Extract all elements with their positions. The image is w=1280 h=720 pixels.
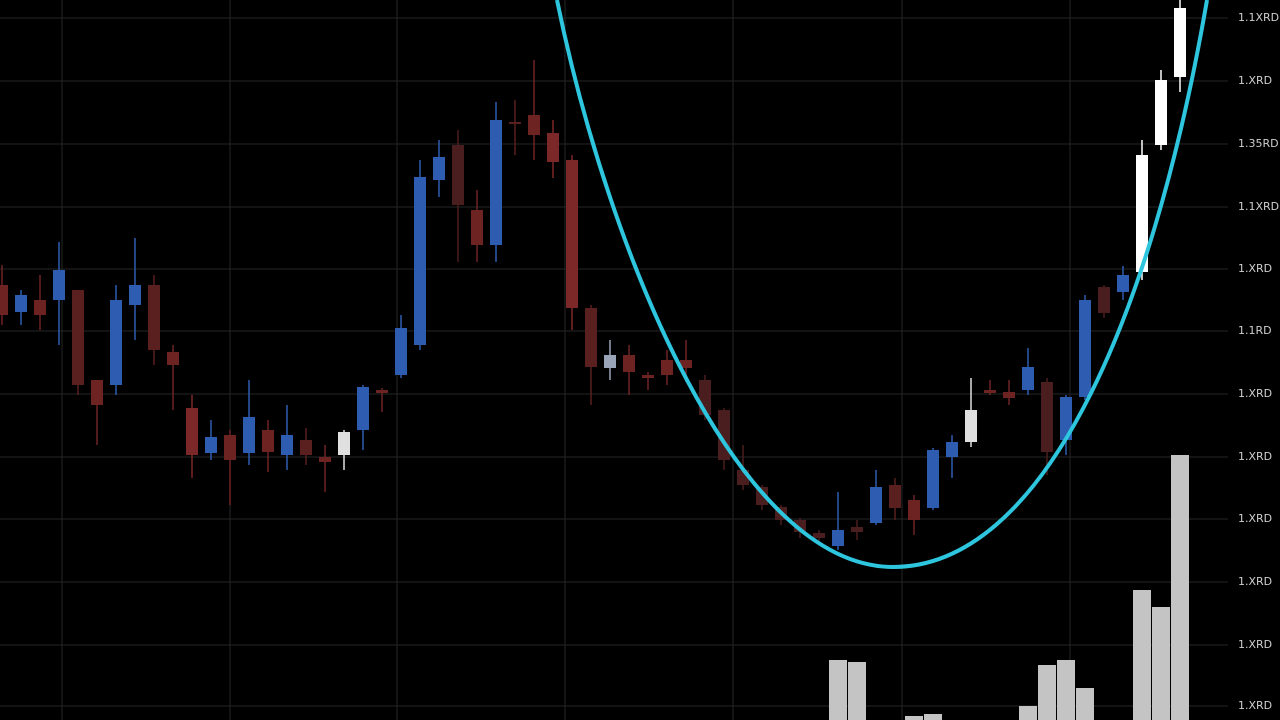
candle-body: [243, 417, 255, 453]
candle-body: [1060, 397, 1072, 440]
candle-body: [53, 270, 65, 300]
y-tick-label: 1.1RD: [1238, 324, 1272, 337]
candle-body: [110, 300, 122, 385]
volume-bar: [1019, 706, 1037, 720]
y-tick-label: 1.XRD: [1238, 450, 1272, 463]
volume-bar: [1133, 590, 1151, 720]
candle-body: [34, 300, 46, 315]
y-tick-label: 1.XRD: [1238, 638, 1272, 651]
candle-body: [965, 410, 977, 442]
candle-body: [262, 430, 274, 452]
candle-body: [1136, 155, 1148, 272]
y-tick-label: 1.XRD: [1238, 512, 1272, 525]
y-tick-label: 1.XRD: [1238, 74, 1272, 87]
candle-body: [490, 120, 502, 245]
candle-body: [1022, 367, 1034, 390]
candle-body: [851, 527, 863, 532]
candle-body: [433, 157, 445, 180]
volume-bar: [829, 660, 847, 720]
candle-body: [661, 360, 673, 375]
candle-body: [1079, 300, 1091, 397]
candle-body: [642, 375, 654, 378]
candle-body: [946, 442, 958, 457]
y-tick-label: 1.XRD: [1238, 262, 1272, 275]
candle-body: [205, 437, 217, 453]
candle-body: [357, 387, 369, 430]
price-axis: 1.1XRD 1.XRD 1.35RD 1.1XRD 1.XRD 1.1RD 1.XRD 1.…: [1238, 11, 1279, 712]
candle-body: [319, 457, 331, 462]
candle-body: [15, 295, 27, 312]
candle-body: [566, 160, 578, 308]
y-tick-label: 1.1XRD: [1238, 11, 1279, 24]
cup-curve: [555, 0, 1209, 570]
y-tick-label: 1.XRD: [1238, 699, 1272, 712]
volume-bar: [905, 716, 923, 720]
candle-body: [813, 533, 825, 538]
candle-body: [148, 285, 160, 350]
candle-body: [338, 432, 350, 455]
candle-body: [528, 115, 540, 135]
candle-body: [224, 435, 236, 460]
candle-body: [832, 530, 844, 546]
y-tick-label: 1.XRD: [1238, 387, 1272, 400]
candle-body: [1174, 8, 1186, 77]
candle-body: [1003, 392, 1015, 398]
candle-body: [984, 390, 996, 393]
candle-body: [889, 485, 901, 508]
candle-body: [414, 177, 426, 345]
candle-body: [91, 380, 103, 405]
volume-bar: [848, 662, 866, 720]
candle-body: [72, 290, 84, 385]
candle-body: [1098, 287, 1110, 313]
volume-bar: [1152, 607, 1170, 720]
candle-body: [186, 408, 198, 455]
y-tick-label: 1.35RD: [1238, 137, 1279, 150]
candle-body: [1155, 80, 1167, 145]
candle-body: [927, 450, 939, 508]
candle-body: [680, 360, 692, 368]
candle-body: [129, 285, 141, 305]
candle-body: [300, 440, 312, 455]
candle-body: [281, 435, 293, 455]
candle-body: [395, 328, 407, 375]
y-tick-label: 1.1XRD: [1238, 200, 1279, 213]
candle-body: [509, 122, 521, 124]
y-tick-label: 1.XRD: [1238, 575, 1272, 588]
candle-body: [547, 133, 559, 162]
candle-body: [870, 487, 882, 523]
volume-bar: [1171, 455, 1189, 720]
candle-body: [452, 145, 464, 205]
candle-body: [908, 500, 920, 520]
candle-body: [1041, 382, 1053, 452]
candle-body: [585, 308, 597, 367]
volume-bar: [1057, 660, 1075, 720]
candle-body: [1117, 275, 1129, 292]
candle-body: [0, 285, 8, 315]
candle-body: [376, 390, 388, 393]
candle-body: [167, 352, 179, 365]
candle-body: [623, 355, 635, 372]
volume-bar: [1076, 688, 1094, 720]
volume-bar: [924, 714, 942, 720]
volume-bar: [1038, 665, 1056, 720]
candle-body: [604, 355, 616, 368]
candle-body: [471, 210, 483, 245]
